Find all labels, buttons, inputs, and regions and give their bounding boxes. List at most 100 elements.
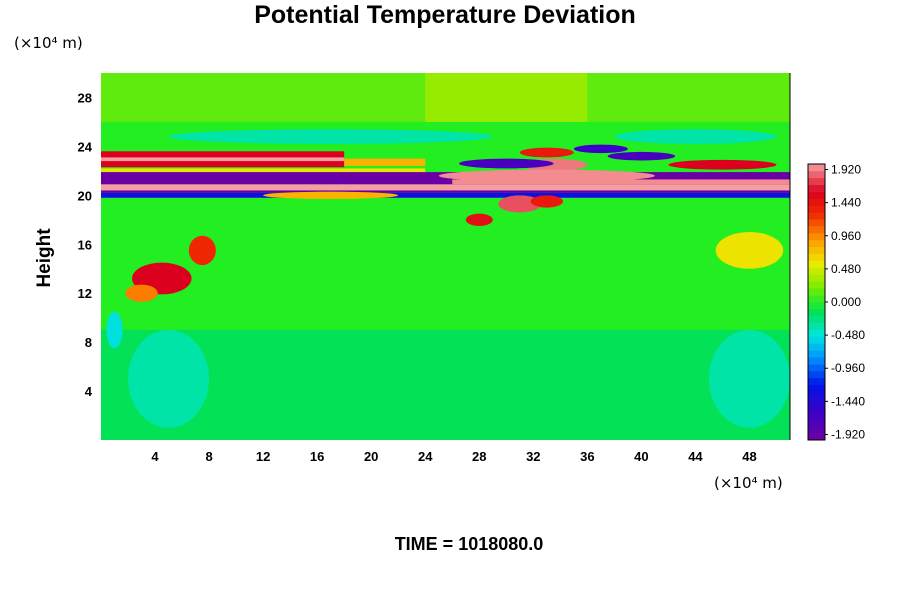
x-tick-label: 20 [364,449,378,464]
heatmap-cell [425,73,588,122]
colorbar-tick-label: -1.920 [831,427,865,441]
heatmap-cell [106,311,123,349]
x-tick-label: 12 [256,449,270,464]
heatmap-cell [715,232,784,269]
colorbar-segment [808,322,825,330]
y-axis-label: Height [34,228,55,288]
heatmap-cell [101,184,790,191]
colorbar-segment [808,164,825,172]
colorbar-tick-label: -1.440 [831,394,865,408]
heatmap-cell [344,158,426,166]
colorbar-segment [808,371,825,379]
heatmap-cell [530,195,564,208]
heatmap-cell [168,129,493,144]
heatmap-cell [519,147,574,158]
heatmap-cell [573,144,628,154]
heatmap-cell [452,179,790,185]
y-tick-label: 12 [78,286,92,301]
heatmap-cell [614,129,777,144]
colorbar-segment [808,315,825,323]
colorbar-segment [808,308,825,317]
x-tick-label: 8 [205,449,212,464]
colorbar-segment [808,350,825,358]
chart-title: Potential Temperature Deviation [254,1,636,29]
y-tick-label: 28 [78,90,92,105]
colorbar-tick-label: -0.480 [831,328,865,342]
colorbar-segment [808,170,825,179]
x-axis-unit: (×10⁴ m) [714,474,783,492]
colorbar-segment [808,233,825,241]
heatmap-cell [101,329,790,440]
colorbar-segment [808,419,825,427]
heatmap-cell [263,191,399,200]
heatmap-cell [459,158,554,169]
colorbar-tick-label: 1.440 [831,196,861,210]
colorbar-tick-label: 0.960 [831,229,861,243]
y-tick-label: 24 [78,139,93,154]
colorbar-segment [808,295,825,303]
heatmap-cell [668,159,777,170]
colorbar-segment [808,260,825,268]
colorbar-segment [808,191,825,199]
colorbar-segment [808,288,825,296]
heatmap-cell [128,329,210,428]
colorbar-tick-label: 1.920 [831,163,861,177]
heatmap-cell [101,157,345,162]
colorbar-segment [808,405,825,413]
colorbar-segment [808,198,825,206]
colorbar-segment [808,412,825,420]
x-tick-label: 44 [688,449,703,464]
x-tick-label: 28 [472,449,486,464]
colorbar-segment [808,336,825,344]
heatmap-cell [607,151,676,161]
heatmap-cell [498,195,542,213]
y-tick-label: 20 [78,188,92,203]
heatmap-field [101,73,790,440]
heatmap-cell [188,235,216,266]
colorbar-segment [808,398,825,406]
x-tick-label: 48 [742,449,756,464]
x-tick-label: 40 [634,449,648,464]
colorbar-segment [808,391,825,399]
time-label: TIME = 1018080.0 [395,534,544,554]
y-tick-label: 8 [85,335,92,350]
colorbar-segment [808,377,825,386]
x-tick-label: 32 [526,449,540,464]
colorbar-segment [808,357,825,365]
colorbar-segment [808,246,825,254]
colorbar: 1.920 1.440 0.960 0.480 0.000 -0.480 -0.960 -1.… [807,163,865,441]
heatmap-cell [465,213,493,226]
colorbar-segment [808,239,825,248]
colorbar-segment [808,274,825,282]
colorbar-segment [808,343,825,351]
x-axis-ticks: 4 8 12 16 20 24 28 32 36 40 44 48 [151,449,756,464]
colorbar-segment [808,426,825,434]
y-tick-label: 4 [85,384,93,399]
colorbar-segment [808,281,825,289]
y-tick-label: 16 [78,237,92,252]
colorbar-segment [808,267,825,275]
colorbar-segment [808,253,825,261]
heatmap-plot-area [101,73,791,440]
colorbar-tick-label: 0.000 [831,295,861,309]
heatmap-cell [708,329,790,428]
heatmap-cell [101,192,790,198]
colorbar-segment [808,219,825,227]
heatmap-cell [125,284,158,302]
x-tick-label: 24 [418,449,433,464]
colorbar-segment [808,384,825,392]
colorbar-tick-label: 0.480 [831,262,861,276]
colorbar-segment [808,184,825,192]
x-tick-label: 16 [310,449,324,464]
x-tick-label: 36 [580,449,594,464]
heatmap-cell [438,169,655,182]
colorbar-segment [808,433,825,441]
y-axis-ticks: 4 8 12 16 20 24 28 [78,90,93,399]
colorbar-segment [808,205,825,213]
colorbar-segment [808,212,825,220]
colorbar-segment [808,364,825,372]
x-tick-label: 4 [151,449,159,464]
colorbar-segment [808,177,825,185]
colorbar-segment [808,302,825,310]
